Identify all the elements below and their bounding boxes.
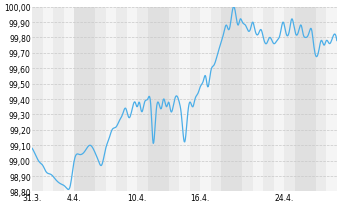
- Bar: [137, 8, 148, 192]
- Bar: [169, 8, 179, 192]
- Bar: [32, 8, 43, 192]
- Bar: [253, 8, 263, 192]
- Bar: [211, 8, 221, 192]
- Bar: [179, 8, 190, 192]
- Bar: [148, 8, 169, 192]
- Bar: [316, 8, 326, 192]
- Bar: [43, 8, 53, 192]
- Bar: [106, 8, 116, 192]
- Bar: [295, 8, 316, 192]
- Bar: [74, 8, 95, 192]
- Bar: [190, 8, 200, 192]
- Bar: [263, 8, 274, 192]
- Bar: [200, 8, 211, 192]
- Bar: [242, 8, 253, 192]
- Bar: [53, 8, 64, 192]
- Bar: [274, 8, 284, 192]
- Bar: [326, 8, 337, 192]
- Bar: [95, 8, 106, 192]
- Bar: [284, 8, 295, 192]
- Bar: [64, 8, 74, 192]
- Bar: [221, 8, 242, 192]
- Bar: [116, 8, 127, 192]
- Bar: [127, 8, 137, 192]
